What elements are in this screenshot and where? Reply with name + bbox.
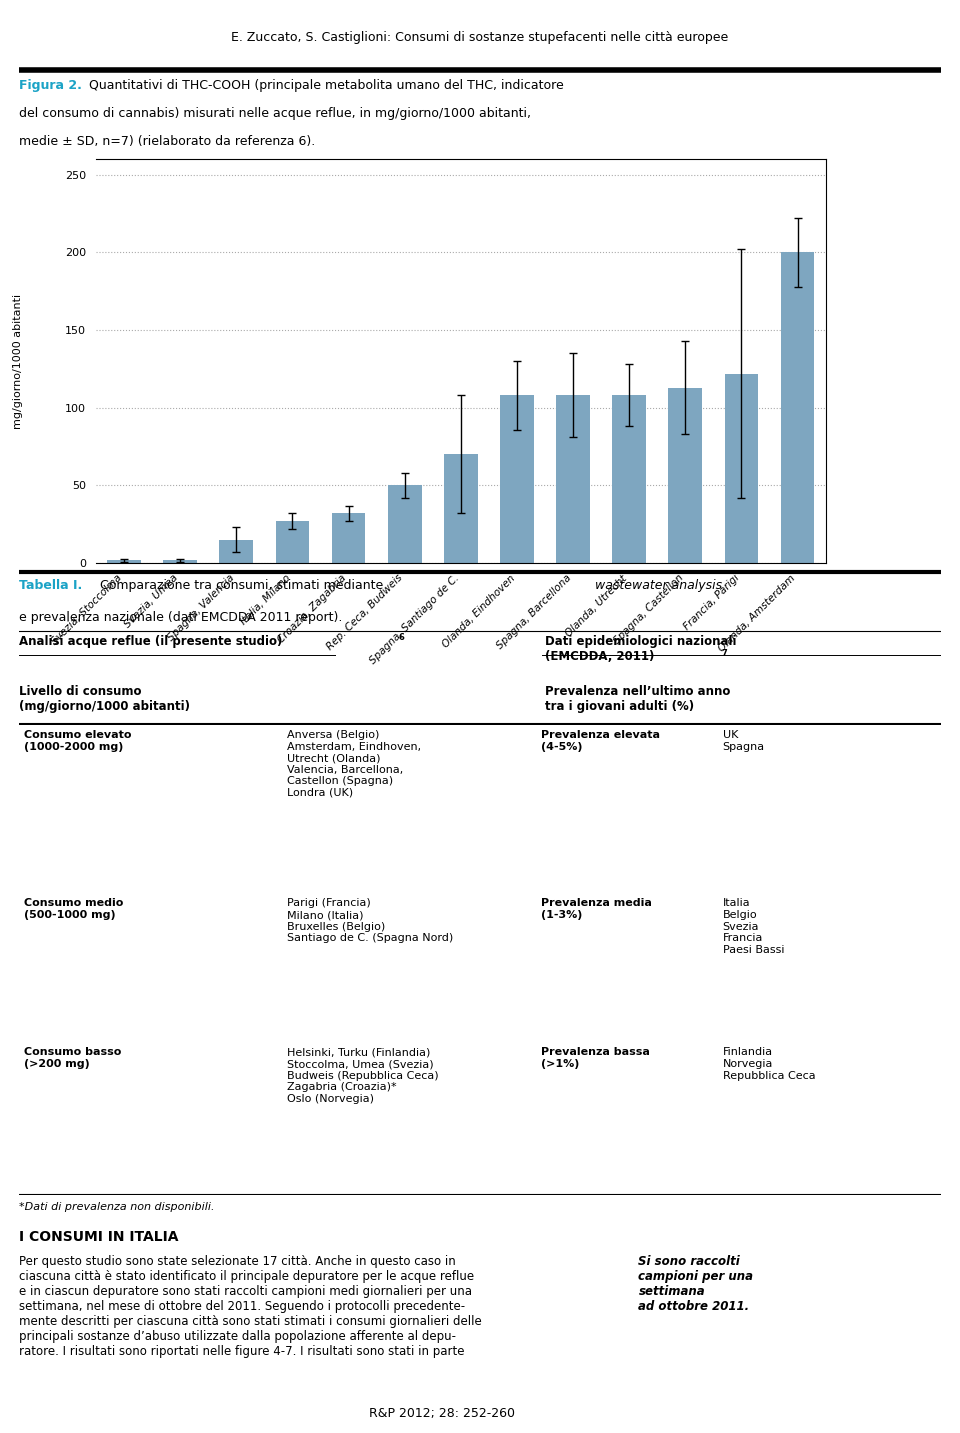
- Text: Comparazione tra consumi, stimati mediante: Comparazione tra consumi, stimati median…: [96, 579, 387, 592]
- Text: Finlandia
Norvegia
Repubblica Ceca: Finlandia Norvegia Repubblica Ceca: [723, 1048, 815, 1080]
- Text: Figura 2.: Figura 2.: [19, 79, 82, 92]
- Text: I CONSUMI IN ITALIA: I CONSUMI IN ITALIA: [19, 1230, 179, 1244]
- Text: del consumo di cannabis) misurati nelle acque reflue, in mg/giorno/1000 abitanti: del consumo di cannabis) misurati nelle …: [19, 107, 531, 120]
- Text: 7: 7: [722, 649, 728, 658]
- Text: R&P 2012; 28: 252-260: R&P 2012; 28: 252-260: [369, 1407, 515, 1420]
- Text: 255: 255: [877, 1407, 906, 1420]
- Bar: [388, 486, 421, 563]
- Text: wastewater analysis: wastewater analysis: [595, 579, 722, 592]
- Y-axis label: mg/giorno/1000 abitanti: mg/giorno/1000 abitanti: [13, 294, 23, 428]
- Bar: [556, 396, 589, 563]
- Text: Consumo medio
(500-1000 mg): Consumo medio (500-1000 mg): [24, 898, 124, 920]
- Text: Anversa (Belgio)
Amsterdam, Eindhoven,
Utrecht (Olanda)
Valencia, Barcellona,
Ca: Anversa (Belgio) Amsterdam, Eindhoven, U…: [287, 729, 421, 798]
- Bar: [780, 252, 814, 563]
- Bar: [500, 396, 534, 563]
- Text: Quantitativi di THC-COOH (principale metabolita umano del THC, indicatore: Quantitativi di THC-COOH (principale met…: [89, 79, 564, 92]
- Text: Prevalenza nell’ultimo anno
tra i giovani adulti (%): Prevalenza nell’ultimo anno tra i giovan…: [544, 685, 730, 712]
- Text: UK
Spagna: UK Spagna: [723, 729, 765, 751]
- Text: Helsinki, Turku (Finlandia)
Stoccolma, Umea (Svezia)
Budweis (Repubblica Ceca)
Z: Helsinki, Turku (Finlandia) Stoccolma, U…: [287, 1048, 439, 1103]
- Bar: [668, 387, 702, 563]
- Text: e prevalenza nazionale (dati EMCDDA 2011 report).: e prevalenza nazionale (dati EMCDDA 2011…: [19, 610, 343, 623]
- Text: Prevalenza media
(1-3%): Prevalenza media (1-3%): [541, 898, 652, 920]
- Text: Parigi (Francia)
Milano (Italia)
Bruxelles (Belgio)
Santiago de C. (Spagna Nord): Parigi (Francia) Milano (Italia) Bruxell…: [287, 898, 453, 943]
- Text: Livello di consumo
(mg/giorno/1000 abitanti): Livello di consumo (mg/giorno/1000 abita…: [19, 685, 190, 712]
- Text: *Dati di prevalenza non disponibili.: *Dati di prevalenza non disponibili.: [19, 1202, 215, 1211]
- Bar: [108, 560, 141, 563]
- Text: Dati epidemiologici nazionali
(EMCDDA, 2011): Dati epidemiologici nazionali (EMCDDA, 2…: [544, 635, 736, 663]
- Bar: [332, 513, 366, 563]
- Text: medie ± SD, n=7) (rielaborato da referenza 6).: medie ± SD, n=7) (rielaborato da referen…: [19, 136, 316, 149]
- Text: Prevalenza elevata
(4-5%): Prevalenza elevata (4-5%): [541, 729, 660, 751]
- Text: Consumo elevato
(1000-2000 mg): Consumo elevato (1000-2000 mg): [24, 729, 132, 751]
- Bar: [725, 374, 758, 563]
- Bar: [444, 454, 478, 563]
- Text: Si sono raccolti
campioni per una
settimana
ad ottobre 2011.: Si sono raccolti campioni per una settim…: [638, 1255, 754, 1313]
- Text: Tabella I.: Tabella I.: [19, 579, 83, 592]
- Bar: [220, 540, 253, 563]
- Text: Prevalenza bassa
(>1%): Prevalenza bassa (>1%): [541, 1048, 650, 1069]
- Bar: [276, 522, 309, 563]
- Bar: [612, 396, 646, 563]
- Text: Consumo basso
(>200 mg): Consumo basso (>200 mg): [24, 1048, 121, 1069]
- Bar: [163, 560, 197, 563]
- Text: Italia
Belgio
Svezia
Francia
Paesi Bassi: Italia Belgio Svezia Francia Paesi Bassi: [723, 898, 784, 954]
- Text: 6: 6: [399, 633, 405, 642]
- Text: Analisi acque reflue (il presente studio): Analisi acque reflue (il presente studio…: [19, 635, 282, 648]
- Text: Per questo studio sono state selezionate 17 città. Anche in questo caso in
ciasc: Per questo studio sono state selezionate…: [19, 1255, 482, 1358]
- Text: E. Zuccato, S. Castiglioni: Consumi di sostanze stupefacenti nelle città europee: E. Zuccato, S. Castiglioni: Consumi di s…: [231, 30, 729, 44]
